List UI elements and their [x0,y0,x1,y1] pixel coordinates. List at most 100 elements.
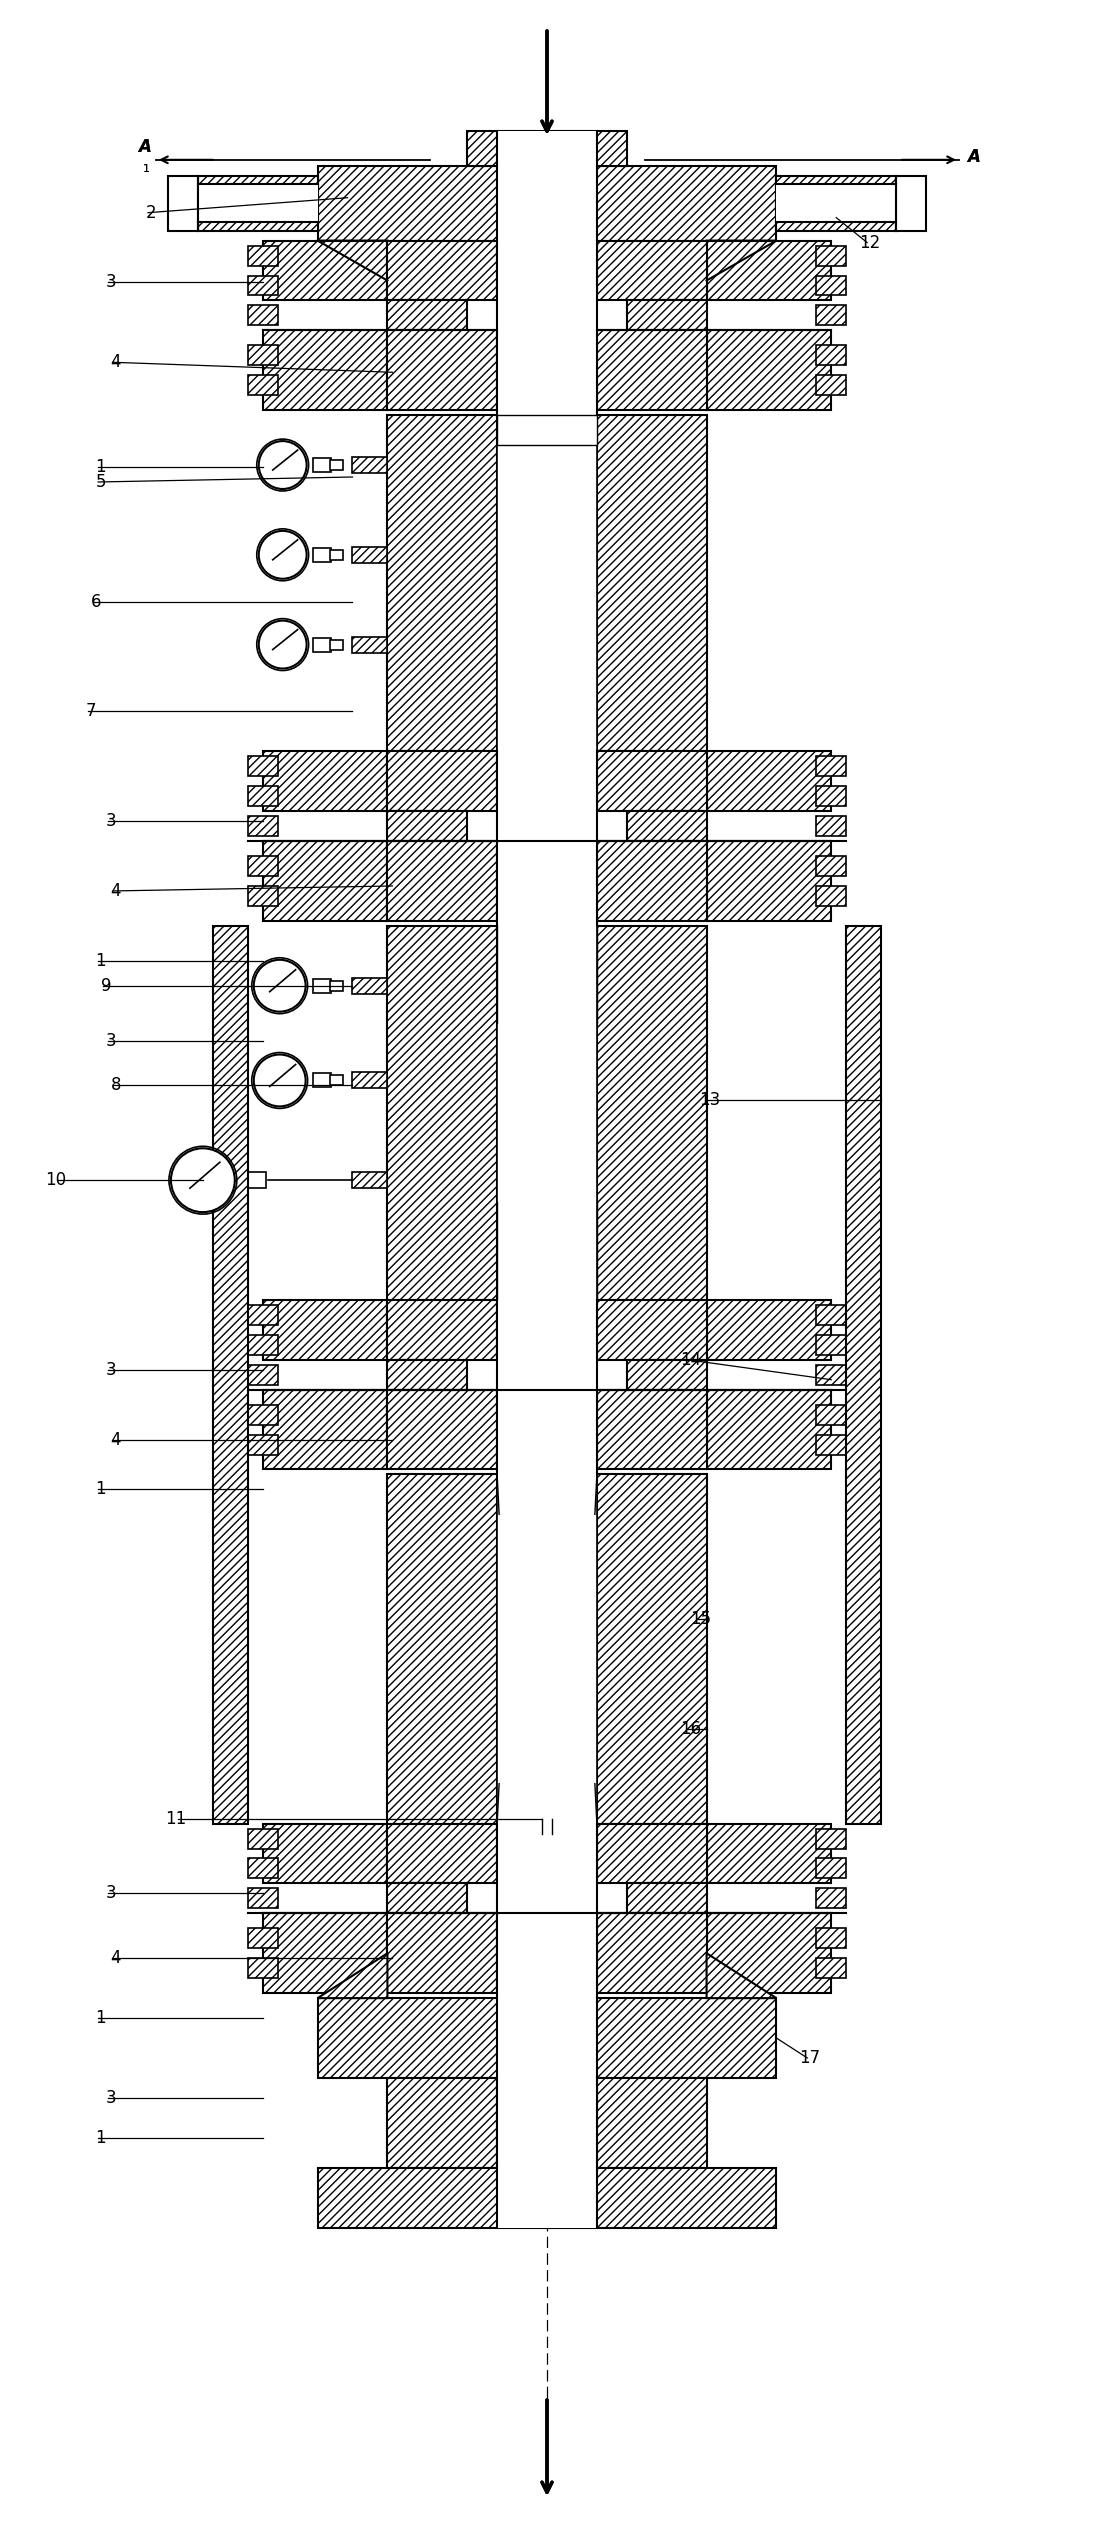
Bar [707,1823,831,1883]
Text: 10: 10 [45,1170,67,1188]
Bar [777,185,896,222]
Bar [707,331,831,410]
Bar [816,1858,847,1878]
Bar [329,640,342,650]
Bar [597,1914,707,1992]
Text: 3: 3 [105,2088,116,2106]
Text: 3: 3 [105,1360,116,1378]
Text: 1: 1 [95,2129,106,2146]
Bar [247,374,278,394]
Text: 3: 3 [105,273,116,291]
Polygon shape [499,1514,595,1658]
Bar [247,1888,278,1909]
Bar [387,1360,467,1390]
Text: 1: 1 [142,164,150,174]
Bar [497,751,597,925]
Bar [329,981,342,991]
Bar [263,1390,387,1469]
Bar [247,1828,278,1848]
Bar [497,1997,597,2078]
Text: 4: 4 [110,1431,121,1449]
Bar [313,458,330,473]
Bar [198,185,317,222]
Polygon shape [497,445,517,751]
Bar [387,1390,497,1469]
Bar [597,751,707,811]
Bar [247,786,278,806]
Bar [816,346,847,364]
Bar [247,1365,278,1385]
Polygon shape [317,1954,387,1997]
Bar [816,885,847,905]
Bar [816,1365,847,1385]
Bar [647,811,701,842]
Bar [627,1360,707,1390]
Bar [816,1335,847,1355]
Polygon shape [547,1024,595,1203]
Bar [263,331,387,410]
Bar [627,811,707,842]
Bar [247,1858,278,1878]
Bar [263,751,387,811]
Bar [247,1304,278,1325]
Bar [263,1914,387,1992]
Bar [393,301,447,331]
Text: 3: 3 [105,1031,116,1049]
Bar [263,240,387,301]
Text: 4: 4 [110,354,121,372]
Bar [896,177,926,230]
Bar [777,177,896,230]
Bar [522,1818,542,1833]
Bar [387,331,497,410]
Bar [816,1304,847,1325]
Bar [497,131,597,167]
Polygon shape [707,1954,777,1997]
Bar [168,177,198,230]
Bar [387,1474,497,1823]
Bar [816,1828,847,1848]
Text: 1: 1 [95,951,106,971]
Text: 4: 4 [110,882,121,900]
Circle shape [259,531,306,579]
Bar [317,2166,777,2227]
Bar [329,549,342,559]
Bar [387,925,497,1299]
Bar [497,415,597,751]
Bar [247,857,278,877]
Text: 7: 7 [85,703,96,720]
Bar [816,306,847,326]
Bar [816,1406,847,1426]
Bar [816,1433,847,1454]
Bar [313,637,330,652]
Bar [497,415,597,445]
Bar [467,131,627,167]
Bar [497,2078,597,2166]
Bar [816,276,847,296]
Bar [352,637,387,652]
Bar [847,925,881,1823]
Bar [263,1823,387,1883]
Bar [313,549,330,561]
Text: 4: 4 [110,1949,121,1967]
Polygon shape [577,445,597,751]
Bar [387,415,497,751]
Bar [816,1888,847,1909]
Bar [597,842,707,920]
Bar [597,1823,707,1883]
Bar [647,1883,701,1914]
Bar [707,751,831,811]
Bar [247,245,278,265]
Bar [247,1335,278,1355]
Bar [816,786,847,806]
Bar [387,1823,497,1883]
Bar [707,1914,831,1992]
Bar [497,1299,597,1474]
Bar [247,1929,278,1949]
Text: 13: 13 [699,1092,721,1110]
Text: 12: 12 [859,233,881,253]
Text: A: A [138,139,151,157]
Bar [497,1474,597,1823]
Bar [329,460,342,470]
Polygon shape [499,1658,595,1785]
Bar [387,811,467,842]
